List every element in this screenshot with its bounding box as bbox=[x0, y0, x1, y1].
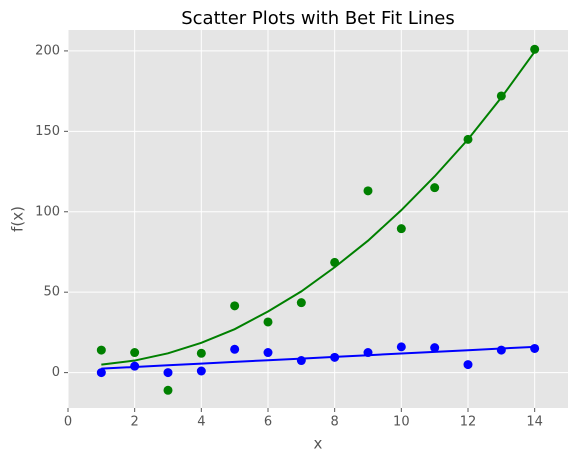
scatter-point bbox=[463, 360, 473, 370]
fit-line bbox=[101, 345, 535, 370]
x-tick-label: 4 bbox=[197, 415, 205, 430]
fit-line bbox=[101, 51, 536, 366]
x-tick-label: 12 bbox=[460, 415, 477, 430]
x-tick-label: 6 bbox=[264, 415, 272, 430]
scatter-point bbox=[196, 348, 206, 358]
scatter-point bbox=[463, 134, 473, 144]
scatter-point bbox=[96, 345, 106, 355]
scatter-point bbox=[163, 368, 173, 378]
scatter-point bbox=[330, 257, 340, 267]
y-axis-label: f(x) bbox=[9, 206, 27, 232]
scatter-point bbox=[130, 348, 140, 358]
scatter-point bbox=[163, 385, 173, 395]
x-tick-label: 2 bbox=[131, 415, 139, 430]
scatter-point bbox=[330, 352, 340, 362]
scatter-point bbox=[530, 343, 540, 353]
scatter-point bbox=[430, 343, 440, 353]
plot-area bbox=[68, 30, 568, 408]
scatter-point bbox=[263, 317, 273, 327]
y-tick-label: 0 bbox=[52, 365, 60, 380]
y-tick-label: 200 bbox=[35, 43, 60, 58]
scatter-point bbox=[230, 344, 240, 354]
scatter-point bbox=[430, 183, 440, 193]
scatter-point bbox=[196, 366, 206, 376]
scatter-point bbox=[296, 356, 306, 366]
scatter-point bbox=[363, 348, 373, 358]
scatter-point bbox=[396, 224, 406, 234]
y-tick-label: 100 bbox=[35, 204, 60, 219]
scatter-point bbox=[130, 361, 140, 371]
scatter-point bbox=[530, 44, 540, 54]
x-axis-label: x bbox=[314, 435, 323, 453]
scatter-point bbox=[396, 342, 406, 352]
x-tick-label: 14 bbox=[526, 415, 543, 430]
y-tick-label: 150 bbox=[35, 124, 60, 139]
scatter-point bbox=[363, 186, 373, 196]
scatter-point bbox=[496, 345, 506, 355]
scatter-point bbox=[496, 91, 506, 101]
x-tick-label: 10 bbox=[393, 415, 410, 430]
chart-title: Scatter Plots with Bet Fit Lines bbox=[181, 8, 455, 29]
y-tick-label: 50 bbox=[43, 285, 60, 300]
scatter-point bbox=[296, 298, 306, 308]
x-tick-label: 8 bbox=[331, 415, 339, 430]
scatter-point bbox=[96, 368, 106, 378]
scatter-point bbox=[230, 301, 240, 311]
scatter-point bbox=[263, 348, 273, 358]
x-tick-label: 0 bbox=[64, 415, 72, 430]
